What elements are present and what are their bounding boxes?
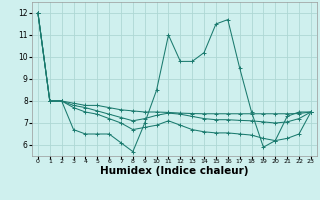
X-axis label: Humidex (Indice chaleur): Humidex (Indice chaleur) (100, 166, 249, 176)
